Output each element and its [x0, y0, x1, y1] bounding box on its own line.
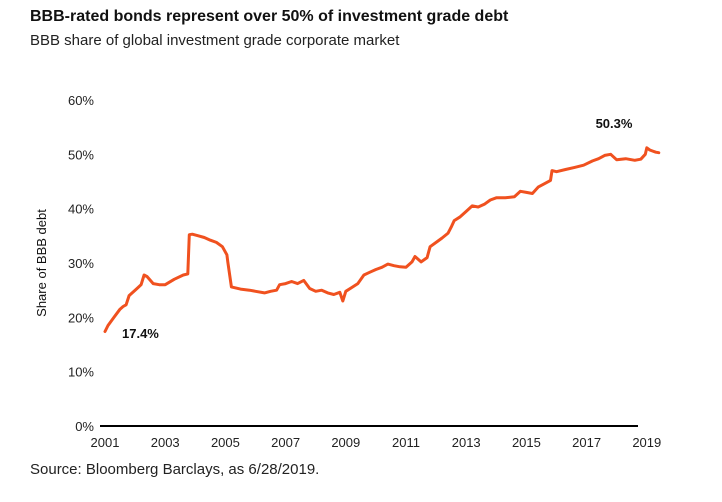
- x-tick-label: 2013: [452, 435, 481, 450]
- source-note: Source: Bloomberg Barclays, as 6/28/2019…: [30, 461, 320, 478]
- chart-subtitle: BBB share of global investment grade cor…: [30, 32, 400, 49]
- x-tick-label: 2005: [211, 435, 240, 450]
- y-tick-label: 0%: [75, 419, 94, 434]
- x-tick-label: 2001: [91, 435, 120, 450]
- y-axis-label: Share of BBB debt: [34, 209, 49, 317]
- x-axis-ticks: 2001 2003 2005 2007 2009 2011 2013 2015 2017 2019: [91, 435, 662, 450]
- annotation-label: 17.4%: [122, 326, 159, 341]
- annotations: 17.4% 50.3%: [122, 116, 633, 341]
- x-tick-label: 2003: [151, 435, 180, 450]
- y-tick-label: 60%: [68, 93, 94, 108]
- y-tick-label: 10%: [68, 365, 94, 380]
- x-tick-label: 2015: [512, 435, 541, 450]
- x-tick-label: 2007: [271, 435, 300, 450]
- chart-title: BBB-rated bonds represent over 50% of in…: [30, 8, 509, 25]
- y-tick-label: 50%: [68, 147, 94, 162]
- x-tick-label: 2019: [632, 435, 661, 450]
- y-tick-label: 20%: [68, 310, 94, 325]
- series-line-bbb-share: [103, 146, 661, 333]
- x-tick-label: 2011: [392, 435, 420, 450]
- y-tick-label: 30%: [68, 256, 94, 271]
- annotation-label: 50.3%: [596, 116, 633, 131]
- y-tick-label: 40%: [68, 202, 94, 217]
- x-tick-label: 2009: [331, 435, 360, 450]
- x-tick-label: 2017: [572, 435, 601, 450]
- y-axis-ticks: 0% 10% 20% 30% 40% 50% 60%: [68, 93, 94, 434]
